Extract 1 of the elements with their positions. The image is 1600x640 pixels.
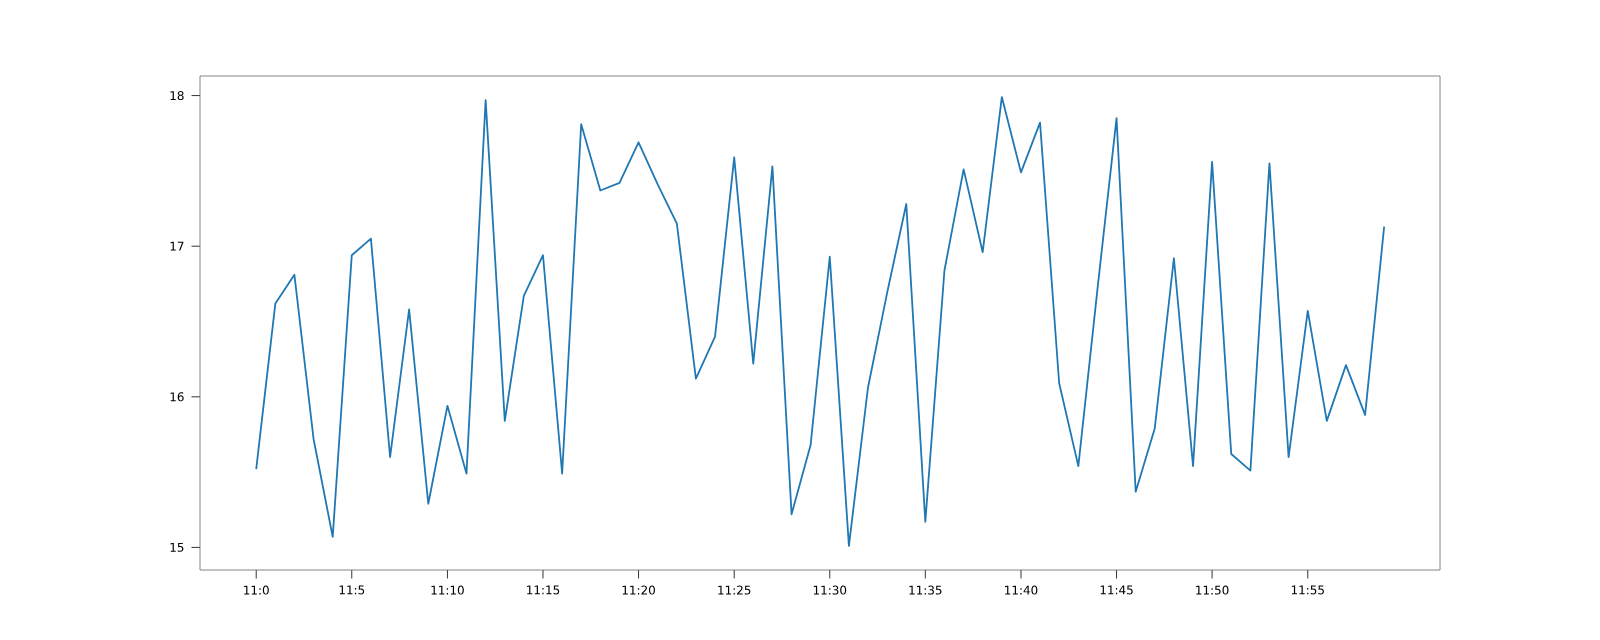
line-series xyxy=(255,96,1386,547)
